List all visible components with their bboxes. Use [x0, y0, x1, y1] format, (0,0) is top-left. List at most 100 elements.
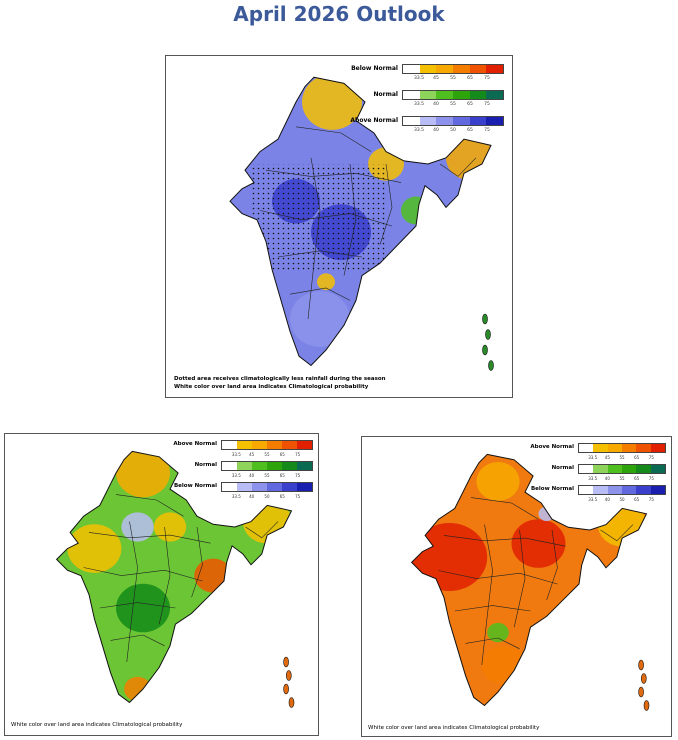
state-boundary	[191, 526, 203, 598]
legend-swatch	[453, 91, 470, 99]
note-white-color: White color over land area indicates Cli…	[368, 725, 540, 731]
state-boundary	[265, 169, 402, 183]
legend-swatch	[621, 444, 637, 452]
legend-swatch	[267, 462, 282, 470]
legend-swatch	[436, 91, 454, 99]
legend-tick: 65	[634, 455, 640, 460]
island	[638, 659, 644, 671]
island	[482, 344, 488, 356]
legend-swatch	[436, 117, 454, 125]
note-dotted-area: Dotted area receives climatologically le…	[174, 376, 386, 382]
state-boundary	[88, 532, 211, 544]
state-boundary	[439, 157, 477, 177]
legend-tick: 33.5	[588, 476, 598, 481]
probability-region	[476, 462, 520, 501]
legend-swatch	[607, 465, 622, 473]
legend-color-scale	[221, 440, 313, 450]
legend-tick: 33.5	[413, 76, 425, 81]
legend-category-label: Above Normal	[173, 441, 217, 447]
andaman-nicobar-islands	[638, 659, 650, 711]
legend-tick-labels: 33.5 40 55 65 75	[411, 102, 496, 107]
legend-tick: 40	[249, 473, 255, 478]
legend-swatch	[237, 462, 252, 470]
probability-region	[153, 512, 187, 542]
legend-tick: 55	[450, 76, 456, 81]
legend-tick: 75	[648, 497, 654, 502]
state-boundary	[600, 524, 634, 542]
legend-tick: 65	[467, 76, 473, 81]
andaman-nicobar-islands	[482, 313, 494, 371]
legend-swatch	[607, 444, 622, 452]
legend-swatch	[650, 465, 665, 473]
state-boundary	[110, 634, 165, 647]
legend-color-scale	[402, 90, 504, 100]
legend-tick-labels: 33.5 40 50 65 75	[229, 494, 306, 499]
legend-tick-labels: 33.5 40 55 65 75	[229, 473, 306, 478]
legend-tick: 33.5	[588, 497, 598, 502]
probability-region	[411, 523, 488, 591]
legend-swatch	[222, 483, 237, 491]
legend-swatch	[636, 465, 651, 473]
legend-category-label: Normal	[551, 465, 574, 471]
legend-swatch	[621, 486, 637, 494]
island	[488, 360, 494, 371]
legend-tick: 55	[264, 473, 270, 478]
legend-tick: 45	[433, 76, 439, 81]
island	[283, 683, 289, 695]
legend-swatch	[222, 462, 237, 470]
legend-tick-labels: 33.5 40 50 65 75	[585, 497, 658, 502]
legend-tick: 33.5	[231, 494, 241, 499]
legend-tick: 75	[295, 452, 301, 457]
legend-tick: 65	[634, 476, 640, 481]
legend-tick: 55	[450, 102, 456, 107]
state-boundary	[343, 163, 357, 276]
probability-legend: Below Normal 33.5 45 55 65 75 Normal 33.5 40 55 65…	[346, 64, 506, 144]
legend-swatch	[403, 117, 420, 125]
state-boundary	[115, 494, 184, 517]
legend-tick: 33.5	[413, 102, 425, 107]
state-boundary	[277, 250, 363, 258]
island	[485, 329, 491, 340]
legend-swatch	[267, 483, 282, 491]
island	[288, 697, 295, 708]
national-border	[410, 453, 648, 707]
island	[643, 700, 650, 711]
india-map-rainfall	[229, 76, 494, 371]
probability-region	[290, 291, 350, 347]
legend-color-scale	[221, 461, 313, 471]
legend-swatch	[419, 91, 437, 99]
probability-legend: Above Normal 33.5 45 55 65 75 Normal 33.5 40 55 65…	[522, 443, 668, 505]
state-boundary	[99, 602, 176, 609]
legend-swatch	[419, 117, 437, 125]
legend-swatch	[282, 441, 297, 449]
legend-tick: 45	[249, 452, 255, 457]
rainfall-outlook-map: Below Normal 33.5 45 55 65 75 Normal 33.5 40 55 65…	[165, 55, 513, 398]
legend-color-scale	[578, 443, 666, 453]
legend-color-scale	[402, 116, 504, 126]
legend-tick: 75	[648, 455, 654, 460]
legend-swatch	[419, 65, 437, 73]
legend-tick: 40	[433, 102, 439, 107]
state-boundary	[438, 570, 558, 585]
state-boundary	[513, 529, 526, 628]
state-boundary	[443, 535, 566, 547]
legend-category-label: Below Normal	[173, 483, 217, 489]
india-map-min-temperature	[410, 453, 650, 711]
legend-swatch	[469, 65, 487, 73]
legend-swatch	[436, 65, 454, 73]
legend-swatch	[579, 465, 594, 473]
legend-tick: 75	[295, 473, 301, 478]
state-boundary	[259, 210, 393, 227]
probability-region	[116, 451, 170, 498]
legend-tick: 33.5	[231, 452, 241, 457]
legend-swatch	[237, 483, 252, 491]
page-title: April 2026 Outlook	[233, 2, 445, 26]
legend-category-label: Below Normal	[530, 486, 574, 492]
probability-region	[302, 77, 362, 130]
state-boundary	[307, 157, 321, 320]
legend-color-scale	[221, 482, 313, 492]
probability-region	[487, 622, 509, 643]
legend-swatch	[486, 117, 504, 125]
probability-region	[317, 273, 335, 291]
note-white-color: White color over land area indicates Cli…	[174, 384, 369, 390]
